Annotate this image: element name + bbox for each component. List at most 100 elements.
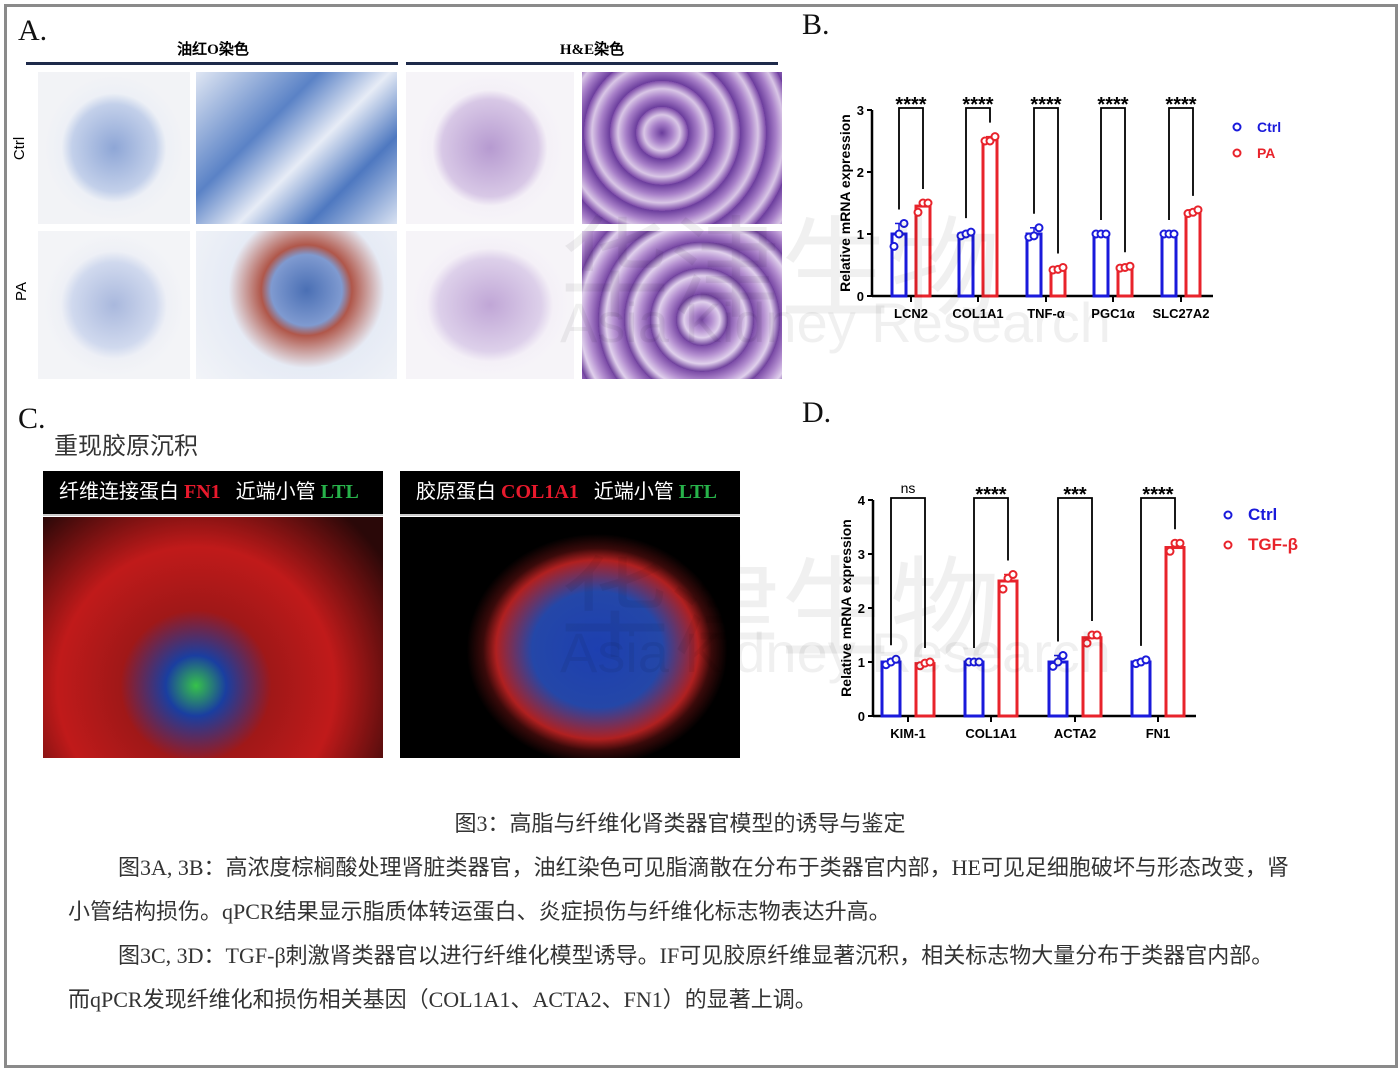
y-tick-label: 4 bbox=[858, 493, 866, 508]
significance-bracket bbox=[965, 107, 991, 219]
oil-red-ctrl-overview-image bbox=[38, 72, 190, 224]
significance-bracket bbox=[1057, 497, 1093, 642]
bar-ctrl bbox=[1130, 660, 1152, 718]
oil-red-header: 油红O染色 bbox=[177, 42, 249, 58]
data-point bbox=[899, 218, 909, 228]
oil-red-ctrl-zoom-image bbox=[196, 72, 397, 224]
data-point bbox=[889, 241, 899, 251]
he-ctrl-zoom-image bbox=[582, 72, 782, 224]
significance-label: *** bbox=[1063, 484, 1087, 506]
data-point bbox=[1165, 546, 1175, 556]
panel-a-label: A. bbox=[18, 14, 48, 47]
significance-bracket bbox=[1168, 107, 1194, 220]
he-ctrl-overview-image bbox=[406, 72, 574, 224]
caption-paragraph: 图3C, 3D：TGF-β刺激肾类器官以进行纤维化模型诱导。IF可见胶原纤维显著… bbox=[68, 943, 1274, 1012]
panel-c-label: C. bbox=[18, 402, 46, 435]
significance-label: **** bbox=[1097, 94, 1128, 116]
y-tick-label: 1 bbox=[857, 227, 864, 242]
bar-tgf-β bbox=[1164, 546, 1186, 718]
significance-label: **** bbox=[962, 94, 993, 116]
x-tick-label: KIM-1 bbox=[890, 726, 925, 741]
y-tick-label: 3 bbox=[857, 103, 864, 118]
significance-bracket bbox=[1140, 497, 1176, 646]
legend-label-pa: PA bbox=[1257, 145, 1275, 161]
ltl-marker-label: LTL bbox=[320, 481, 359, 503]
bar-tgf-β bbox=[997, 579, 1019, 718]
fn1-ltl-fluorescence-image bbox=[43, 517, 383, 758]
significance-label: ns bbox=[901, 480, 916, 496]
data-point bbox=[974, 657, 984, 667]
significance-label: **** bbox=[1030, 94, 1061, 116]
panel-d-label: D. bbox=[802, 396, 832, 429]
header-text: 近端小管 bbox=[220, 481, 321, 503]
header-text: 近端小管 bbox=[578, 481, 679, 503]
ltl-marker-label: LTL bbox=[678, 481, 717, 503]
legend-marker bbox=[1223, 510, 1233, 520]
fn1-image-header: 纤维连接蛋白 FN1 近端小管 LTL bbox=[43, 471, 383, 516]
header-text: 纤维连接蛋白 bbox=[59, 481, 184, 503]
significance-bracket bbox=[1033, 107, 1059, 254]
oil-red-pa-overview-image bbox=[38, 231, 190, 379]
header-rule-left bbox=[26, 62, 398, 65]
data-point bbox=[1092, 630, 1102, 640]
figure-caption-body: 图3A, 3B：高浓度棕榈酸处理肾脏类器官，油红染色可见脂滴散在分布于类器官内部… bbox=[68, 846, 1293, 1022]
data-point bbox=[925, 657, 935, 667]
fn1-marker-label: FN1 bbox=[184, 481, 221, 503]
figure-border bbox=[4, 4, 1398, 1068]
legend-marker bbox=[1232, 122, 1242, 132]
significance-label: **** bbox=[1165, 94, 1196, 116]
data-point bbox=[913, 207, 923, 217]
figure-caption-title: 图3：高脂与纤维化肾类器官模型的诱导与鉴定 bbox=[454, 811, 906, 836]
data-point bbox=[891, 654, 901, 664]
panel-b-label: B. bbox=[802, 8, 830, 41]
y-tick-label: 2 bbox=[858, 601, 865, 616]
data-point bbox=[998, 584, 1008, 594]
x-tick-label: COL1A1 bbox=[965, 726, 1016, 741]
legend-label-ctrl: Ctrl bbox=[1257, 119, 1281, 135]
data-point bbox=[1058, 262, 1068, 272]
bar-tgf-β bbox=[914, 662, 936, 718]
significance-label: **** bbox=[895, 94, 926, 116]
data-point bbox=[1101, 229, 1111, 239]
x-tick-label: FN1 bbox=[1146, 726, 1171, 741]
significance-bracket bbox=[898, 107, 924, 210]
col1a1-image-header: 胶原蛋白 COL1A1 近端小管 LTL bbox=[400, 471, 740, 516]
bar-tgf-β bbox=[1081, 636, 1103, 718]
header-text: 胶原蛋白 bbox=[416, 481, 501, 503]
y-tick-label: 0 bbox=[857, 289, 864, 304]
header-rule-right bbox=[406, 62, 778, 65]
data-point bbox=[1141, 655, 1151, 665]
oil-red-pa-zoom-image bbox=[196, 231, 397, 379]
data-point bbox=[1193, 205, 1203, 215]
y-axis-label: Relative mRNA expression bbox=[837, 114, 853, 292]
data-point bbox=[1169, 229, 1179, 239]
data-point bbox=[1008, 570, 1018, 580]
y-tick-label: 2 bbox=[857, 165, 864, 180]
y-axis-label: Relative mRNA expression bbox=[838, 519, 854, 697]
he-header: H&E染色 bbox=[559, 42, 625, 58]
he-pa-zoom-image bbox=[582, 231, 782, 379]
x-tick-label: SLC27A2 bbox=[1152, 306, 1209, 321]
data-point bbox=[923, 198, 933, 208]
legend-label-tgf: TGF-β bbox=[1248, 535, 1298, 554]
bar-ctrl bbox=[963, 660, 985, 718]
legend-marker bbox=[1223, 540, 1233, 550]
data-point bbox=[894, 229, 904, 239]
data-point bbox=[1175, 538, 1185, 548]
caption-paragraph: 图3A, 3B：高浓度棕榈酸处理肾脏类器官，油红染色可见脂滴散在分布于类器官内部… bbox=[68, 855, 1289, 924]
x-tick-label: ACTA2 bbox=[1054, 726, 1096, 741]
data-point bbox=[1082, 638, 1092, 648]
x-tick-label: COL1A1 bbox=[952, 306, 1003, 321]
panel-c-title: 重现胶原沉积 bbox=[54, 434, 198, 460]
x-tick-label: LCN2 bbox=[894, 306, 928, 321]
bar-ctrl bbox=[880, 660, 902, 718]
x-tick-label: TNF-α bbox=[1027, 306, 1065, 321]
significance-bracket bbox=[973, 497, 1009, 648]
data-point bbox=[1058, 651, 1068, 661]
data-point bbox=[1053, 657, 1063, 667]
data-point bbox=[1029, 231, 1039, 241]
y-tick-label: 3 bbox=[858, 547, 865, 562]
